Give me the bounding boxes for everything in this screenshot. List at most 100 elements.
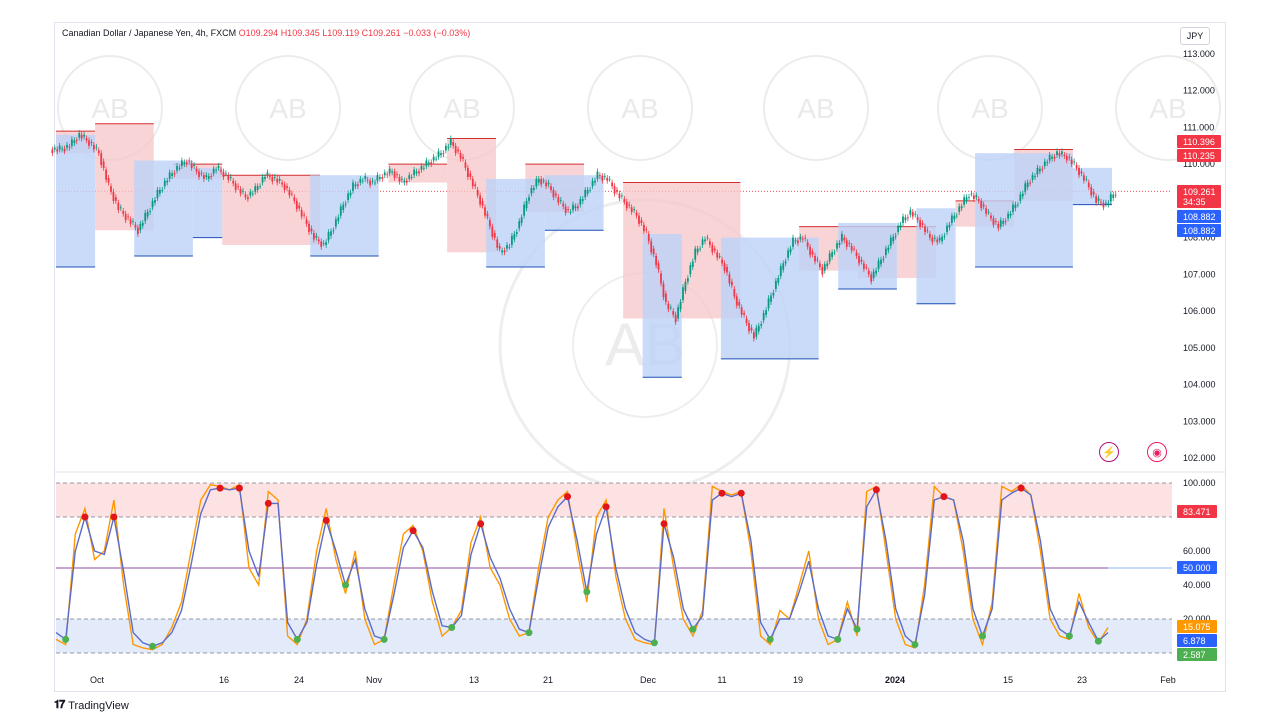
- candle-body: [902, 216, 904, 223]
- candle-body: [532, 188, 535, 190]
- candle-body: [1087, 182, 1090, 188]
- time-tick-label: Nov: [366, 675, 383, 685]
- candle-body: [889, 237, 892, 246]
- candle-body: [955, 215, 958, 217]
- price-badge-bg: [1177, 224, 1221, 237]
- candle-body: [215, 169, 218, 171]
- candle-body: [562, 203, 565, 207]
- buy-signal-dot: [853, 625, 861, 633]
- candle-body: [342, 204, 345, 211]
- candle-body: [977, 199, 980, 201]
- candle-body: [652, 248, 655, 255]
- time-tick-label: Oct: [90, 675, 105, 685]
- candle-body: [366, 179, 369, 181]
- candle-body: [168, 172, 171, 179]
- candle-body: [872, 271, 875, 279]
- price-tick-label: 106.000: [1183, 306, 1216, 316]
- osc-badge-label: 50.000: [1183, 563, 1211, 573]
- osc-badge-bg: [1177, 620, 1217, 633]
- candle-body: [968, 197, 970, 199]
- sell-signal-dot: [235, 484, 243, 492]
- candle-body: [53, 147, 56, 150]
- candle-body: [510, 235, 513, 245]
- candle-body: [1100, 201, 1102, 203]
- candle-body: [728, 274, 731, 284]
- candle-body: [124, 213, 127, 221]
- candle-body: [320, 241, 323, 247]
- candle-body: [80, 134, 83, 139]
- candle-body: [300, 210, 303, 217]
- lightning-icon[interactable]: ⚡: [1099, 442, 1119, 462]
- open-value: O109.294: [238, 28, 279, 38]
- candle-body: [378, 177, 381, 179]
- candle-body: [774, 280, 777, 290]
- buy-signal-dot: [448, 624, 456, 631]
- candle-body: [278, 178, 281, 181]
- candle-body: [765, 310, 768, 315]
- candle-body: [691, 261, 694, 268]
- candle-body: [422, 167, 425, 169]
- candle-body: [1085, 178, 1088, 180]
- candle-body: [708, 241, 711, 245]
- candle-body: [682, 287, 684, 301]
- price-pane[interactable]: [51, 123, 1172, 378]
- watermark-monogram: AB: [621, 93, 658, 124]
- candle-body: [965, 197, 968, 201]
- candle-body: [1021, 193, 1024, 197]
- sell-signal-dot: [602, 503, 610, 511]
- candle-body: [256, 186, 259, 190]
- candle-body: [239, 188, 242, 194]
- osc-badge-label: 2.587: [1183, 650, 1206, 660]
- candle-body: [921, 222, 924, 225]
- candle-body: [312, 233, 315, 240]
- candle-body: [755, 327, 758, 337]
- candle-body: [716, 252, 719, 258]
- candle-body: [73, 140, 76, 144]
- candle-body: [286, 186, 288, 189]
- sell-signal-dot: [216, 484, 224, 492]
- candle-body: [752, 332, 755, 339]
- sell-signal-dot: [564, 493, 572, 501]
- price-badge: 108.882: [1177, 224, 1221, 237]
- candle-body: [1053, 156, 1056, 159]
- currency-button[interactable]: JPY: [1180, 27, 1210, 45]
- sell-signal-dot: [872, 486, 880, 494]
- candle-body: [601, 176, 604, 181]
- candle-body: [801, 238, 804, 240]
- candle-body: [110, 186, 112, 192]
- osc-badge-bg: [1177, 505, 1217, 518]
- osc-badge-label: 6.878: [1183, 636, 1206, 646]
- candle-body: [779, 266, 782, 277]
- candle-body: [425, 160, 428, 167]
- candle-body: [383, 172, 386, 176]
- tradingview-logo[interactable]: 𝟏𝟕 TradingView: [54, 699, 129, 712]
- candle-body: [173, 173, 176, 175]
- candle-body: [210, 176, 213, 178]
- candle-body: [1112, 194, 1115, 198]
- candle-body: [232, 180, 235, 184]
- candle-body: [999, 220, 1002, 227]
- candle-body: [823, 264, 826, 271]
- oscillator-pane[interactable]: [54, 471, 1226, 654]
- candle-body: [413, 169, 416, 176]
- candle-body: [322, 243, 325, 244]
- time-tick-label: 23: [1077, 675, 1087, 685]
- candle-body: [298, 205, 301, 209]
- candle-body: [686, 278, 689, 282]
- price-badge-bg: [1177, 210, 1221, 223]
- candle-body: [816, 259, 819, 261]
- candle-body: [616, 189, 618, 192]
- candle-body: [882, 258, 885, 260]
- candle-body: [212, 168, 215, 174]
- candle-body: [90, 142, 93, 144]
- candle-body: [650, 241, 653, 253]
- candle-body: [948, 224, 951, 228]
- candle-body: [198, 171, 200, 178]
- candle-body: [804, 237, 807, 239]
- candle-body: [987, 211, 990, 213]
- support-zone: [134, 160, 193, 256]
- candle-body: [689, 265, 692, 275]
- candle-body: [620, 195, 623, 197]
- target-icon[interactable]: ◉: [1147, 442, 1167, 462]
